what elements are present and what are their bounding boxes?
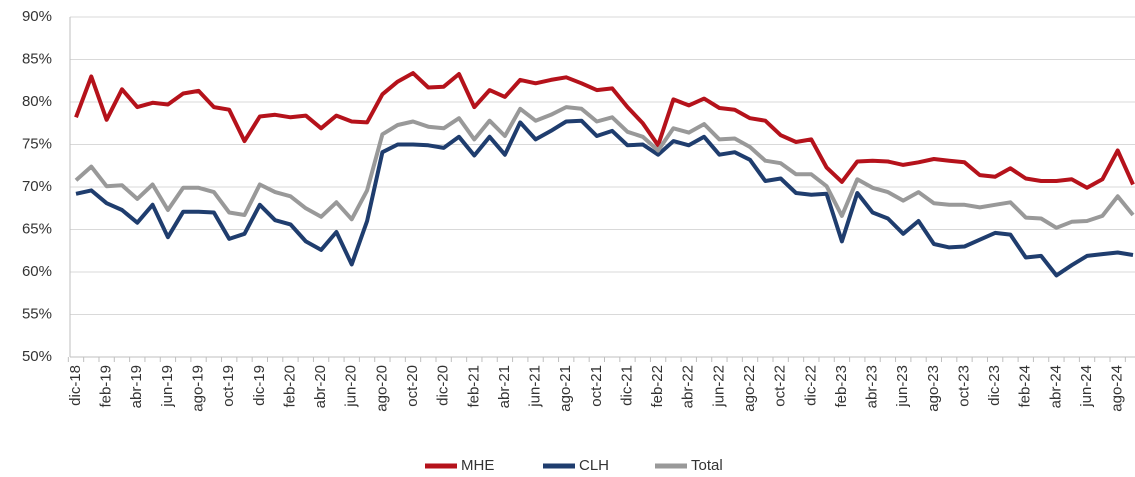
x-tick-label: dic-20 [435,365,452,406]
legend-label: MHE [461,457,494,474]
y-tick-label: 55% [22,305,52,322]
x-tick-label: abr-21 [496,365,513,408]
x-tick-label: ago-20 [373,365,390,412]
x-tick-label: abr-19 [128,365,145,408]
x-tick-label: ago-19 [190,365,207,412]
line-series [74,71,1135,190]
y-tick-label: 60% [22,263,52,280]
x-tick-label: dic-18 [67,365,84,406]
y-tick-label: 90% [22,8,52,25]
x-tick-label: jun-21 [527,365,544,408]
x-tick-label: oct-19 [220,365,237,407]
y-tick-label: 65% [22,220,52,237]
x-tick-label: feb-24 [1017,365,1034,408]
x-tick-label: abr-22 [680,365,697,408]
x-tick-label: abr-24 [1047,365,1064,408]
x-tick-label: feb-21 [465,365,482,408]
x-tick-label: jun-19 [159,365,176,408]
x-tick-label: jun-24 [1078,365,1095,408]
x-tick-label: jun-23 [894,365,911,408]
legend-label: CLH [579,457,609,474]
y-tick-label: 50% [22,348,52,365]
line-series [74,105,1135,230]
x-tick-label: oct-22 [772,365,789,407]
legend-label: Total [691,457,723,474]
x-tick-label: oct-21 [588,365,605,407]
x-tick-label: feb-23 [833,365,850,408]
x-tick-label: dic-21 [618,365,635,406]
x-tick-label: dic-19 [251,365,268,406]
line-series [75,118,1134,278]
x-tick-label: jun-20 [343,365,360,408]
x-tick-label: ago-24 [1109,365,1126,412]
y-tick-label: 80% [22,93,52,110]
y-tick-label: 85% [22,50,52,67]
x-tick-label: oct-20 [404,365,421,407]
x-tick-label: ago-23 [925,365,942,412]
x-tick-label: feb-22 [649,365,666,408]
x-tick-label: jun-22 [710,365,727,408]
x-tick-label: abr-23 [864,365,881,408]
x-tick-label: feb-20 [281,365,298,408]
x-tick-label: dic-22 [802,365,819,406]
x-tick-label: oct-23 [955,365,972,407]
x-tick-label: ago-22 [741,365,758,412]
y-tick-label: 70% [22,178,52,195]
x-tick-label: abr-20 [312,365,329,408]
y-tick-label: 75% [22,135,52,152]
x-tick-label: feb-19 [98,365,115,408]
x-tick-label: ago-21 [557,365,574,412]
x-tick-label: dic-23 [986,365,1003,406]
